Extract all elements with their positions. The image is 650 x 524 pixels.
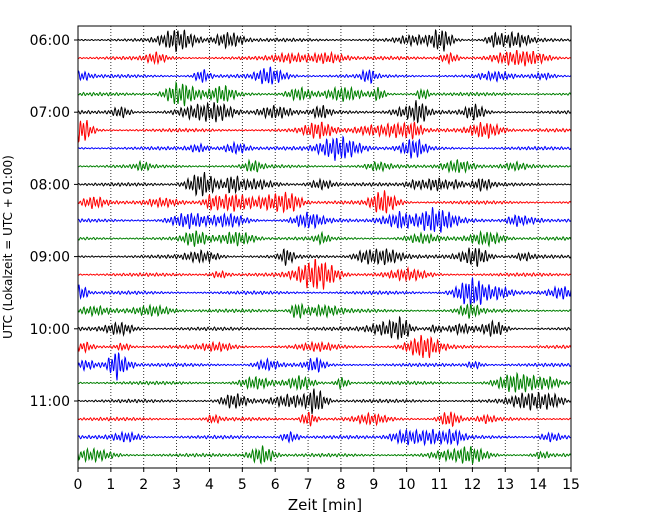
trace-3 <box>77 80 572 107</box>
x-tick-label: 2 <box>139 477 148 493</box>
trace-0 <box>77 28 572 53</box>
trace-23 <box>77 445 572 465</box>
trace-4 <box>77 100 572 124</box>
y-tick-label: 11:00 <box>30 394 70 410</box>
y-tick-label: 06:00 <box>30 33 70 49</box>
trace-21 <box>77 411 572 428</box>
trace-8 <box>77 171 572 197</box>
y-tick-label: 07:00 <box>30 105 70 121</box>
x-axis-label: Zeit [min] <box>288 496 362 514</box>
trace-18 <box>77 351 572 381</box>
x-tick-label: 11 <box>431 477 449 493</box>
x-tick-label: 3 <box>172 477 181 493</box>
trace-12 <box>77 247 572 268</box>
trace-10 <box>77 207 572 233</box>
trace-22 <box>77 428 572 447</box>
trace-group <box>77 28 572 465</box>
x-tick-label: 6 <box>271 477 280 493</box>
trace-5 <box>77 119 572 144</box>
y-tick-label: 10:00 <box>30 322 70 338</box>
trace-16 <box>77 315 572 340</box>
x-tick-label: 0 <box>74 477 83 493</box>
trace-11 <box>77 229 572 248</box>
x-tick-label: 14 <box>529 477 547 493</box>
x-tick-label: 5 <box>238 477 247 493</box>
trace-19 <box>77 371 572 393</box>
y-tick-label: 09:00 <box>30 250 70 266</box>
trace-17 <box>77 334 572 359</box>
x-tick-label: 7 <box>304 477 313 493</box>
y-axis: 06:00 07:00 08:00 09:00 10:00 11:00 <box>30 33 78 410</box>
y-tick-label: 08:00 <box>30 177 70 193</box>
trace-2 <box>77 66 572 85</box>
plot-frame <box>77 25 572 469</box>
trace-20 <box>77 388 572 415</box>
x-tick-label: 1 <box>106 477 115 493</box>
y-axis-label: UTC (Lokalzeit = UTC + 01:00) <box>1 155 15 339</box>
trace-6 <box>77 135 572 161</box>
x-tick-label: 8 <box>336 477 345 493</box>
x-tick-label: 9 <box>369 477 378 493</box>
x-axis: 0 1 2 3 4 5 6 7 8 9 10 11 12 13 14 15 <box>74 468 580 493</box>
x-tick-label: 12 <box>463 477 481 493</box>
trace-1 <box>77 49 572 67</box>
trace-13 <box>77 258 572 290</box>
x-tick-label: 13 <box>496 477 514 493</box>
x-tick-label: 10 <box>398 477 416 493</box>
trace-9 <box>77 190 572 214</box>
x-tick-label: 15 <box>562 477 580 493</box>
trace-15 <box>77 302 572 320</box>
x-tick-label: 4 <box>205 477 214 493</box>
plot-background <box>78 26 571 468</box>
trace-14 <box>77 277 572 307</box>
trace-7 <box>77 158 572 174</box>
